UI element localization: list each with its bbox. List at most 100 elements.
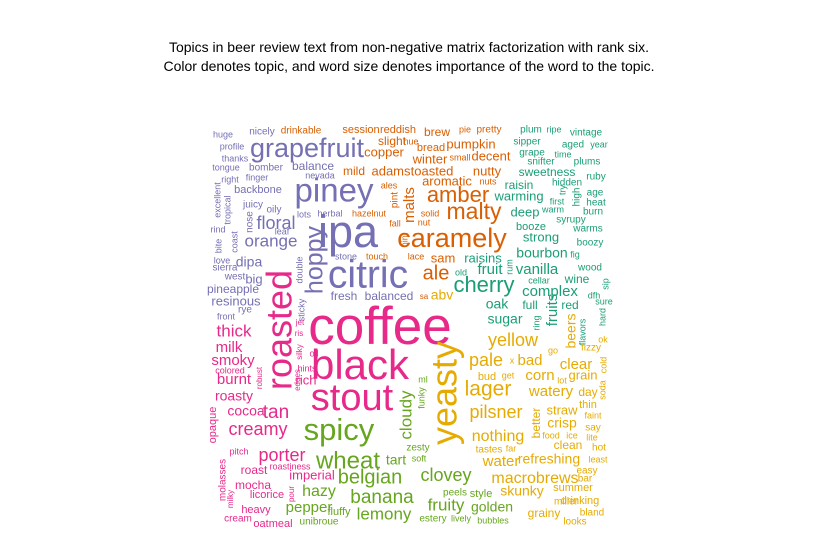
word-oil: oil <box>309 348 318 358</box>
word-lot: lot <box>557 375 567 385</box>
word-pie: pie <box>459 124 471 134</box>
word-lager: lager <box>465 378 512 401</box>
word-mild: mild <box>343 164 365 178</box>
word-caramely: caramely <box>397 223 507 253</box>
word-yellow: yellow <box>488 330 539 350</box>
word-front: front <box>217 311 236 321</box>
word-pitch: pitch <box>229 446 248 456</box>
word-rum: rum <box>504 259 514 275</box>
word-pumpkin: pumpkin <box>446 136 495 151</box>
word-miller: miller <box>554 497 579 508</box>
word-imperial: imperial <box>289 467 335 482</box>
word-fruity: fruity <box>428 495 465 514</box>
word-nuts: nuts <box>479 176 497 186</box>
word-roasted: roasted <box>259 270 300 390</box>
word-aged: aged <box>562 140 584 151</box>
word-rich: rich <box>296 372 317 387</box>
word-lively: lively <box>451 513 472 523</box>
word-bite: bite <box>213 239 223 254</box>
word-vanilla: vanilla <box>516 261 559 278</box>
word-sam: sam <box>431 250 456 265</box>
word-tastes: tastes <box>476 445 503 456</box>
word-booze: booze <box>516 221 546 233</box>
word-golden: golden <box>471 499 513 515</box>
word-corn: corn <box>525 367 554 384</box>
word-bland: bland <box>580 508 604 519</box>
word-rye: rye <box>238 305 252 316</box>
word-pineapple: pineapple <box>207 282 259 296</box>
word-ring: ring <box>531 315 541 330</box>
word-bubbles: bubbles <box>477 515 509 525</box>
word-grapefruit: grapefruit <box>250 133 365 163</box>
word-black: black <box>311 341 410 388</box>
word-age: age <box>587 188 604 199</box>
word-dfh: dfh <box>588 290 601 300</box>
word-red: red <box>561 298 578 312</box>
word-fluffy: fluffy <box>327 506 351 518</box>
word-dipa: dipa <box>236 254 263 270</box>
word-least: least <box>588 454 608 464</box>
word-straw: straw <box>546 402 578 417</box>
word-amber: amber <box>427 182 489 207</box>
word-go: go <box>548 345 558 355</box>
word-nutty: nutty <box>473 163 502 178</box>
word-resinous: resinous <box>211 293 261 308</box>
word-estery: estery <box>419 514 446 525</box>
word-mocha: mocha <box>235 478 271 492</box>
word-fresh: fresh <box>331 289 358 303</box>
word-herbal: herbal <box>317 208 342 218</box>
word-raisin: raisin <box>505 178 534 192</box>
word-pour: pour <box>287 486 296 502</box>
word-ipa: ipa <box>318 206 379 257</box>
word-easy: easy <box>576 466 597 477</box>
word-pretty: pretty <box>476 125 501 136</box>
word-leaf: leaf <box>275 226 290 236</box>
word-thanks: thanks <box>222 153 249 163</box>
word-rind: rind <box>210 224 225 234</box>
word-bread: bread <box>417 142 445 154</box>
word-funky: funky <box>416 387 426 409</box>
word-ice: ice <box>566 430 578 440</box>
word-crisp: crisp <box>547 415 577 431</box>
word-balance: balance <box>292 159 334 173</box>
word-pale: pale <box>469 350 503 370</box>
word-ripe: ripe <box>546 124 561 134</box>
word-nicely: nicely <box>249 127 275 138</box>
word-cloudy: cloudy <box>396 390 415 440</box>
word-touch: touch <box>366 251 388 261</box>
word-fig: fig <box>570 249 580 259</box>
word-backbone: backbone <box>234 184 282 196</box>
word-citric: citric <box>328 253 408 296</box>
word-oatmeal: oatmeal <box>253 518 292 530</box>
word-pilsner: pilsner <box>469 402 522 422</box>
word-pint: pint <box>390 192 401 208</box>
word-year: year <box>590 139 608 149</box>
word-heat: heat <box>586 198 606 209</box>
word-wheat: wheat <box>315 447 380 474</box>
word-get: get <box>502 370 515 380</box>
word-cocoa: cocoa <box>227 403 265 419</box>
word-x: x <box>510 355 515 365</box>
word-nothing: nothing <box>472 428 525 445</box>
word-burnt: burnt <box>217 371 252 388</box>
word-full: full <box>522 298 537 312</box>
word-banana: banana <box>350 487 414 508</box>
word-stone: stone <box>335 251 357 261</box>
word-roastiness: roastiness <box>269 461 311 471</box>
word-boozy: boozy <box>577 238 604 249</box>
word-milky: milky <box>226 490 235 508</box>
word-syrupy: syrupy <box>556 215 585 226</box>
word-slight: slight <box>378 134 407 148</box>
word-hue: hue <box>403 136 418 146</box>
word-snifter: snifter <box>527 157 555 168</box>
word-creamy: creamy <box>228 419 287 439</box>
word-complex: complex <box>522 283 578 300</box>
word-heavy: heavy <box>241 504 271 516</box>
word-orange: orange <box>245 231 298 250</box>
word-right: right <box>221 174 239 184</box>
word-drinkable: drinkable <box>281 126 322 137</box>
word-hidden: hidden <box>552 178 582 189</box>
word-raisins: raisins <box>464 250 502 265</box>
